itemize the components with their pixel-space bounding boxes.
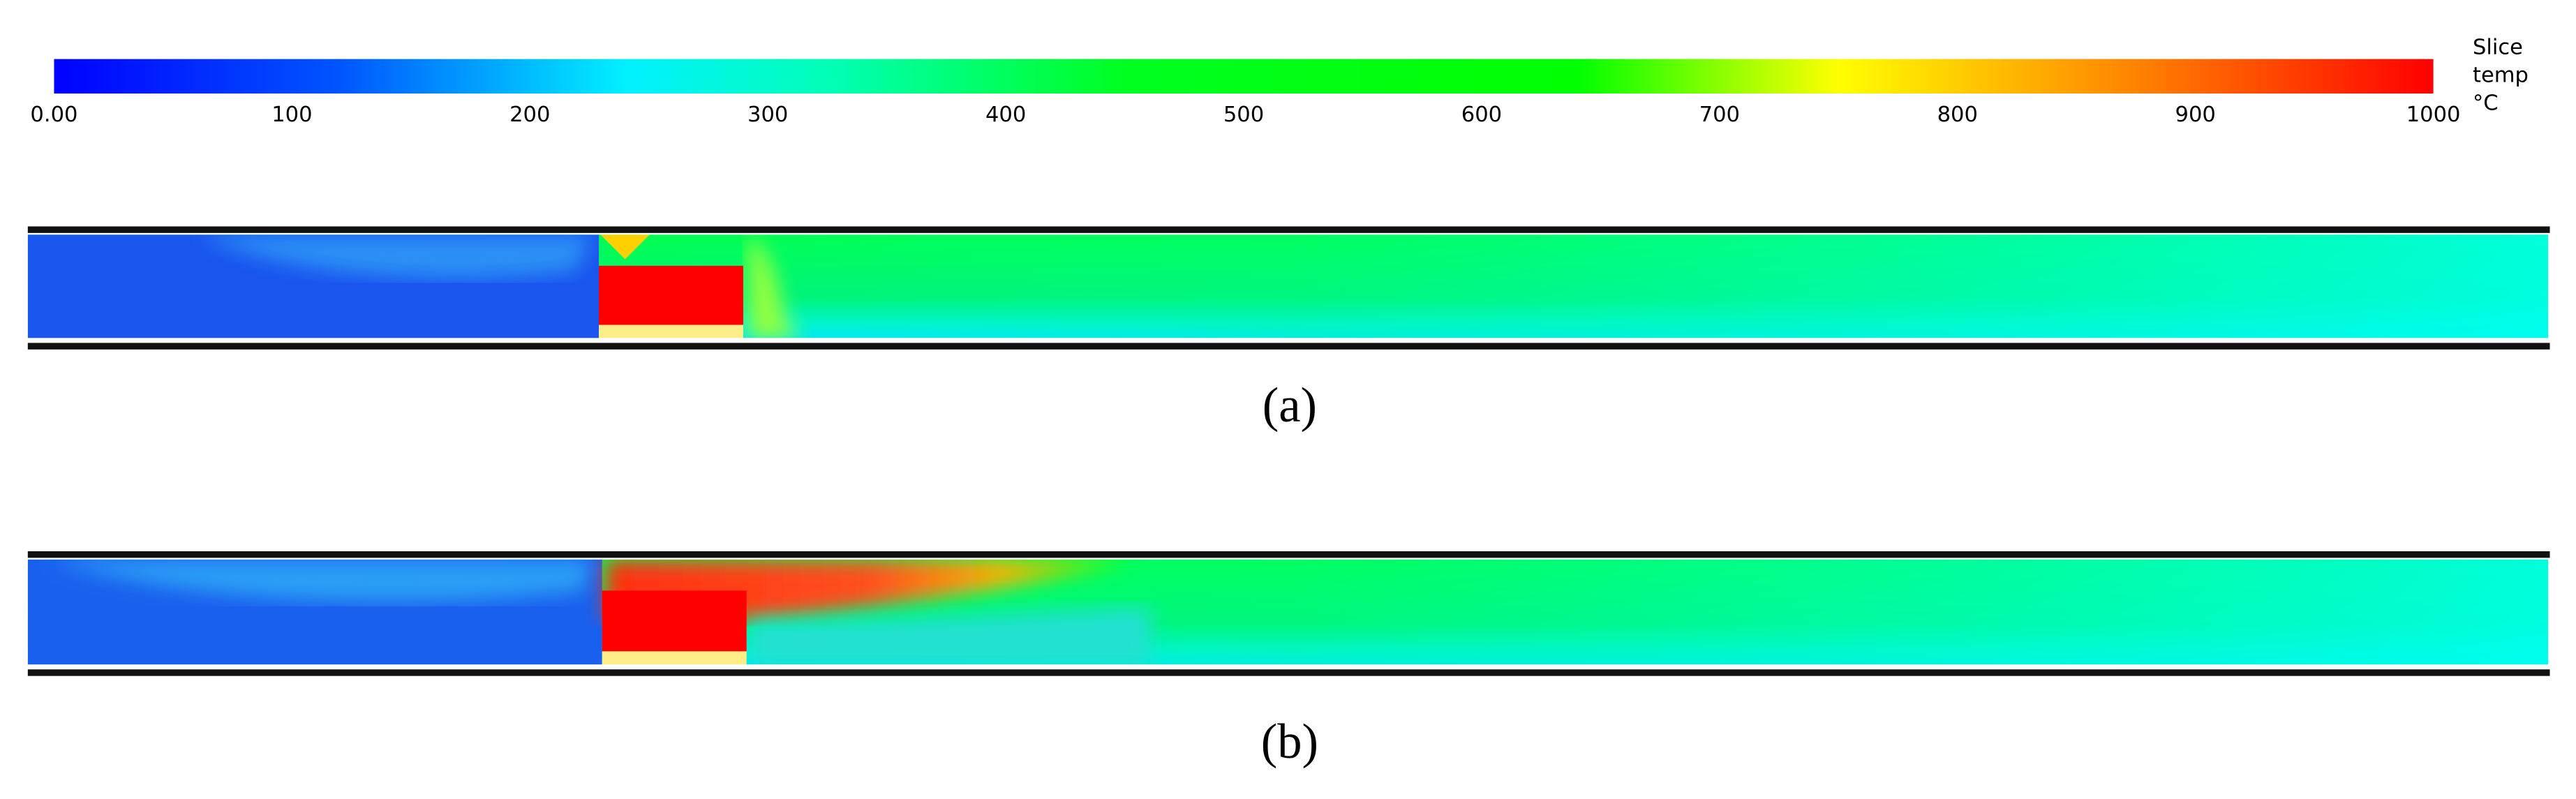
colorbar-tick-label: 1000 [2406, 103, 2461, 127]
colorbar-unit: °C [2473, 91, 2499, 116]
colorbar-ticks: 0.00 100 200 300 400 500 600 700 800 900 1000 [30, 103, 2460, 127]
colorbar [54, 59, 2434, 94]
panel-a: (a) [27, 226, 2550, 433]
colorbar-tick-label: 600 [1461, 103, 1502, 127]
colorbar-tick-label: 800 [1937, 103, 1978, 127]
panel-label: (a) [1263, 378, 1317, 433]
colorbar-title: Slice [2473, 36, 2523, 60]
panel-label: (b) [1261, 715, 1318, 769]
panel-b: (b) [27, 551, 2550, 769]
colorbar-tick-label: 300 [747, 103, 788, 127]
colorbar-tick-label: 900 [2175, 103, 2216, 127]
colorbar-tick-label: 100 [271, 103, 312, 127]
colorbar-tick-label: 200 [509, 103, 550, 127]
colorbar-tick-label: 0.00 [30, 103, 77, 127]
colorbar-tick-label: 500 [1223, 103, 1264, 127]
colorbar-tick-label: 400 [985, 103, 1026, 127]
colorbar-tick-label: 700 [1699, 103, 1740, 127]
colorbar-title: temp [2473, 64, 2529, 88]
